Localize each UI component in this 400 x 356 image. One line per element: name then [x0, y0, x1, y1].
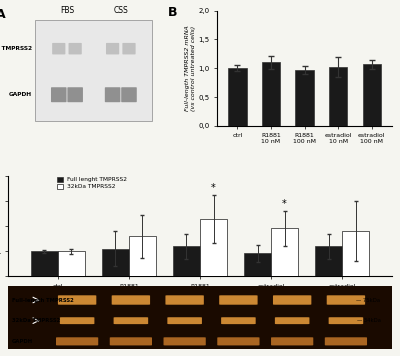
FancyBboxPatch shape: [325, 337, 367, 345]
Bar: [31, 251, 58, 277]
Bar: [271, 228, 298, 277]
FancyBboxPatch shape: [51, 87, 66, 102]
FancyBboxPatch shape: [122, 43, 136, 54]
Text: *: *: [211, 183, 216, 193]
FancyBboxPatch shape: [110, 337, 152, 345]
FancyBboxPatch shape: [273, 295, 311, 305]
Text: — 34kDa: — 34kDa: [357, 318, 380, 323]
FancyBboxPatch shape: [56, 337, 98, 345]
FancyBboxPatch shape: [221, 317, 256, 324]
Bar: [362, 64, 381, 126]
FancyBboxPatch shape: [167, 317, 202, 324]
Text: B: B: [168, 6, 178, 19]
Text: Full-length TMPRSS2: Full-length TMPRSS2: [12, 298, 74, 303]
Text: 32kDa TMPRSS2: 32kDa TMPRSS2: [12, 318, 60, 323]
FancyBboxPatch shape: [112, 295, 150, 305]
FancyBboxPatch shape: [219, 295, 258, 305]
Bar: [102, 249, 129, 277]
Text: CSS: CSS: [114, 6, 128, 15]
FancyBboxPatch shape: [8, 286, 392, 349]
FancyBboxPatch shape: [35, 20, 152, 121]
FancyBboxPatch shape: [271, 337, 313, 345]
Bar: [295, 70, 314, 126]
Text: FBS: FBS: [60, 6, 74, 15]
FancyBboxPatch shape: [166, 295, 204, 305]
FancyBboxPatch shape: [58, 295, 96, 305]
Bar: [228, 68, 247, 126]
Text: — 75kDa: — 75kDa: [356, 298, 380, 303]
FancyBboxPatch shape: [217, 337, 260, 345]
Bar: [200, 219, 227, 277]
Legend: Full lenght TMPRSS2, 32kDa TMPRSS2: Full lenght TMPRSS2, 32kDa TMPRSS2: [57, 177, 128, 189]
FancyBboxPatch shape: [121, 87, 137, 102]
FancyBboxPatch shape: [329, 317, 363, 324]
FancyBboxPatch shape: [105, 87, 120, 102]
Bar: [58, 251, 85, 277]
FancyBboxPatch shape: [60, 317, 94, 324]
FancyBboxPatch shape: [275, 317, 310, 324]
Text: *: *: [282, 199, 287, 209]
FancyBboxPatch shape: [52, 43, 65, 54]
Y-axis label: Full-length TMPRSS2 mRNA
(vs control untreated cells): Full-length TMPRSS2 mRNA (vs control unt…: [185, 25, 196, 111]
FancyBboxPatch shape: [114, 317, 148, 324]
FancyBboxPatch shape: [164, 337, 206, 345]
Text: A: A: [0, 9, 6, 21]
FancyBboxPatch shape: [106, 43, 119, 54]
Bar: [342, 231, 369, 277]
Text: GAPDH: GAPDH: [12, 339, 33, 344]
Bar: [244, 253, 271, 277]
FancyBboxPatch shape: [67, 87, 83, 102]
FancyBboxPatch shape: [68, 43, 82, 54]
Bar: [329, 67, 348, 126]
Bar: [129, 236, 156, 277]
Bar: [173, 246, 200, 277]
Bar: [315, 246, 342, 277]
Bar: [262, 63, 280, 126]
FancyBboxPatch shape: [327, 295, 365, 305]
Text: GAPDH: GAPDH: [9, 92, 32, 97]
Text: Full-length TMPRSS2: Full-length TMPRSS2: [0, 46, 32, 51]
